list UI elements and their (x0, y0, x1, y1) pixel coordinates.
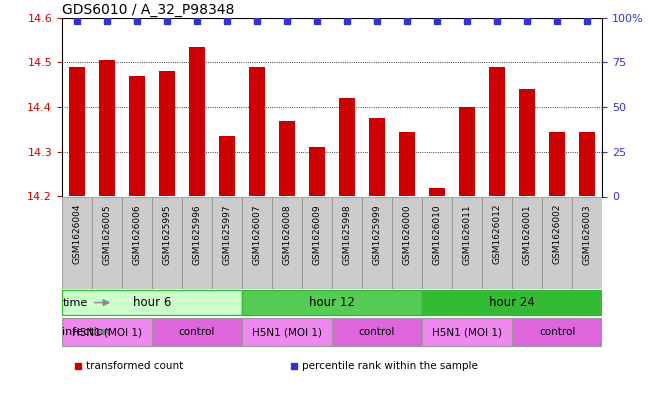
FancyBboxPatch shape (512, 196, 542, 289)
FancyBboxPatch shape (542, 196, 572, 289)
Text: H5N1 (MOI 1): H5N1 (MOI 1) (72, 327, 142, 337)
Text: GSM1625997: GSM1625997 (223, 204, 232, 264)
Bar (429, 187, 445, 196)
Bar (368, 118, 385, 196)
Text: percentile rank within the sample: percentile rank within the sample (302, 362, 478, 371)
FancyBboxPatch shape (242, 196, 272, 289)
Text: infection: infection (62, 327, 111, 337)
Text: control: control (359, 327, 395, 337)
Text: GSM1626007: GSM1626007 (253, 204, 262, 264)
Text: GSM1626011: GSM1626011 (463, 204, 471, 264)
Bar (549, 132, 566, 196)
FancyBboxPatch shape (62, 290, 242, 315)
FancyBboxPatch shape (422, 290, 602, 315)
Text: GSM1626003: GSM1626003 (583, 204, 592, 264)
FancyBboxPatch shape (92, 196, 122, 289)
FancyBboxPatch shape (332, 196, 362, 289)
FancyBboxPatch shape (302, 196, 332, 289)
Text: GSM1625995: GSM1625995 (162, 204, 171, 264)
Text: H5N1 (MOI 1): H5N1 (MOI 1) (432, 327, 502, 337)
FancyBboxPatch shape (242, 318, 332, 346)
Bar (219, 136, 235, 196)
Bar (489, 67, 505, 196)
Bar (279, 121, 296, 196)
Bar (98, 60, 115, 196)
Bar (309, 147, 326, 196)
Bar (129, 76, 145, 196)
Text: GSM1626008: GSM1626008 (283, 204, 292, 264)
Bar (399, 132, 415, 196)
FancyBboxPatch shape (272, 196, 302, 289)
FancyBboxPatch shape (422, 318, 512, 346)
Text: H5N1 (MOI 1): H5N1 (MOI 1) (252, 327, 322, 337)
FancyBboxPatch shape (332, 318, 422, 346)
FancyBboxPatch shape (122, 196, 152, 289)
Text: GSM1626005: GSM1626005 (102, 204, 111, 264)
Bar (249, 67, 265, 196)
Text: GSM1626006: GSM1626006 (132, 204, 141, 264)
FancyBboxPatch shape (362, 196, 392, 289)
Bar (579, 132, 596, 196)
Text: hour 12: hour 12 (309, 296, 355, 309)
Bar (159, 71, 175, 196)
Text: GSM1625996: GSM1625996 (193, 204, 201, 264)
Text: GSM1626012: GSM1626012 (493, 204, 502, 264)
FancyBboxPatch shape (152, 196, 182, 289)
Text: GSM1626002: GSM1626002 (553, 204, 562, 264)
FancyBboxPatch shape (482, 196, 512, 289)
Text: control: control (539, 327, 575, 337)
Text: GSM1626009: GSM1626009 (312, 204, 322, 264)
Bar (459, 107, 475, 196)
Text: hour 6: hour 6 (133, 296, 171, 309)
Bar (339, 98, 355, 196)
Text: GSM1626001: GSM1626001 (523, 204, 532, 264)
FancyBboxPatch shape (212, 196, 242, 289)
Text: GSM1626004: GSM1626004 (72, 204, 81, 264)
Text: GSM1625998: GSM1625998 (342, 204, 352, 264)
Text: hour 24: hour 24 (489, 296, 535, 309)
Text: GSM1626000: GSM1626000 (402, 204, 411, 264)
Text: GSM1625999: GSM1625999 (372, 204, 381, 264)
Text: GDS6010 / A_32_P98348: GDS6010 / A_32_P98348 (62, 3, 234, 17)
FancyBboxPatch shape (152, 318, 242, 346)
Text: GSM1626010: GSM1626010 (432, 204, 441, 264)
FancyBboxPatch shape (422, 196, 452, 289)
FancyBboxPatch shape (182, 196, 212, 289)
FancyBboxPatch shape (572, 196, 602, 289)
Text: control: control (179, 327, 215, 337)
FancyBboxPatch shape (242, 290, 422, 315)
Bar (68, 67, 85, 196)
Text: time: time (62, 298, 88, 308)
FancyBboxPatch shape (62, 318, 152, 346)
Bar (189, 47, 205, 196)
FancyBboxPatch shape (512, 318, 602, 346)
FancyBboxPatch shape (452, 196, 482, 289)
FancyBboxPatch shape (62, 196, 92, 289)
FancyBboxPatch shape (392, 196, 422, 289)
Text: transformed count: transformed count (86, 362, 184, 371)
Bar (519, 89, 535, 196)
